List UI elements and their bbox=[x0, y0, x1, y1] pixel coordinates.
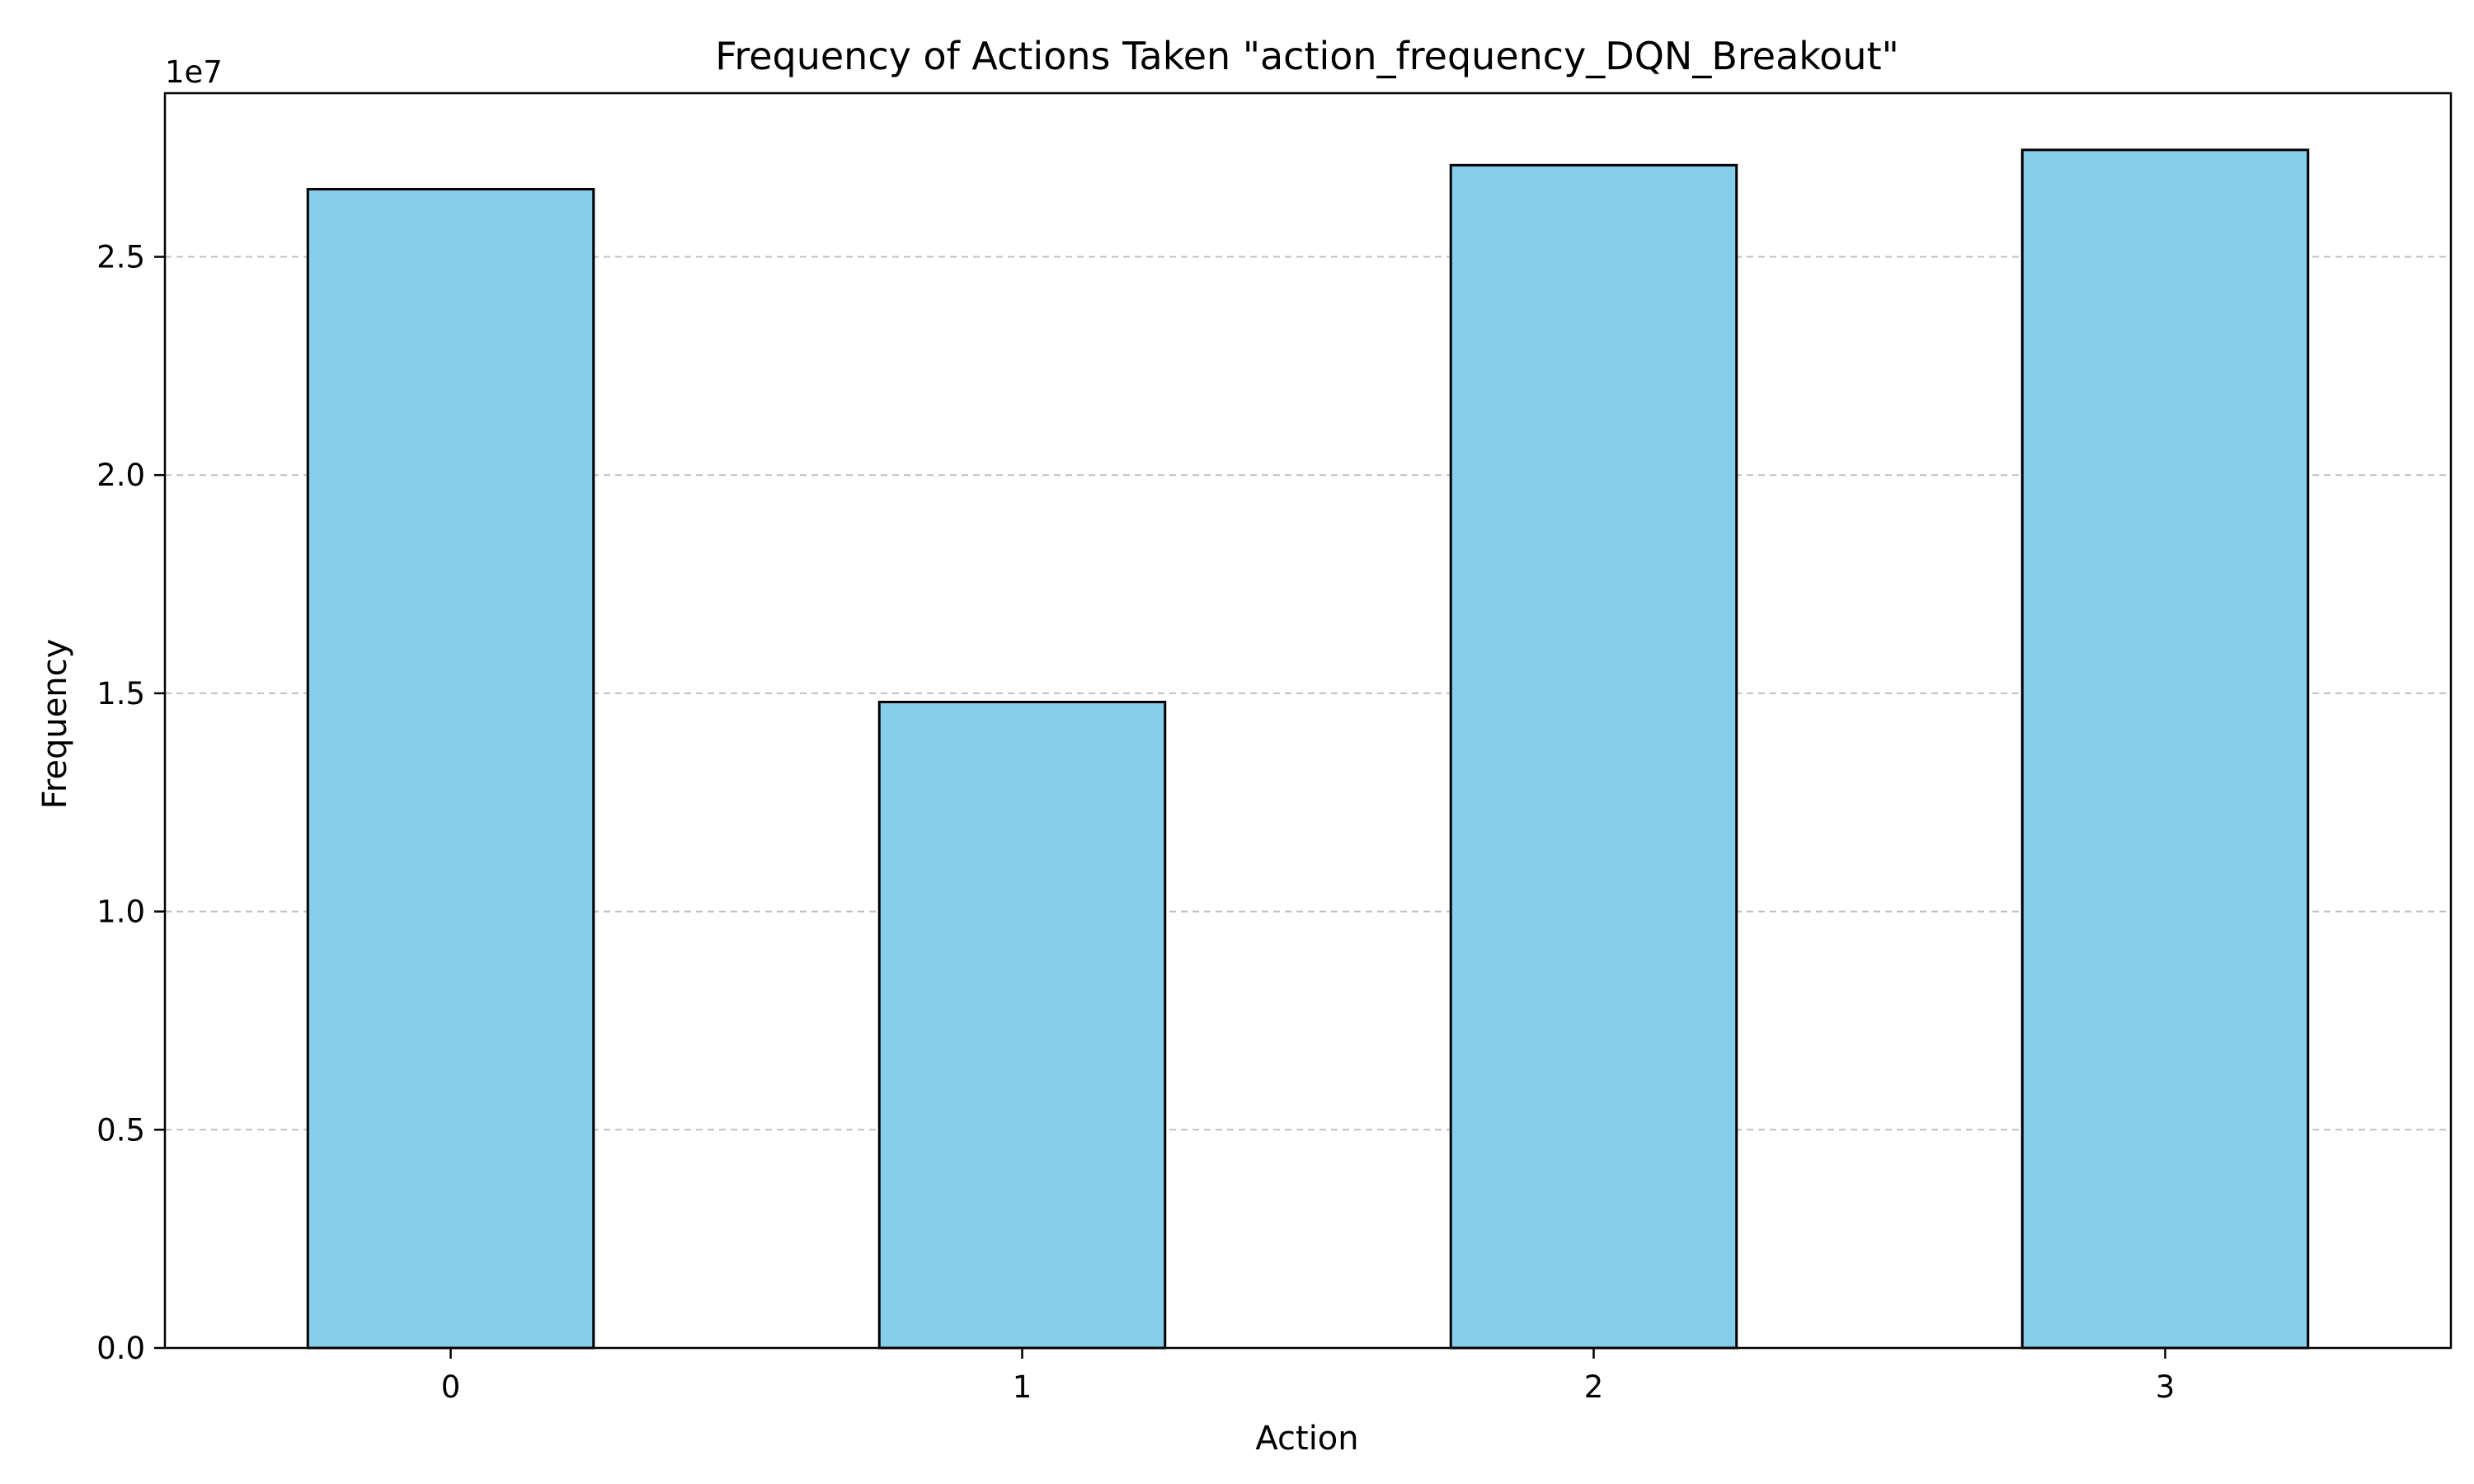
y-axis-offset-label: 1e7 bbox=[165, 54, 223, 90]
bars bbox=[306, 148, 2310, 1350]
plot-frame bbox=[163, 92, 2453, 1350]
bar-action-0 bbox=[306, 187, 595, 1350]
y-tick-label-1.0: 1.0 bbox=[96, 895, 145, 930]
x-tick-label-2: 2 bbox=[1584, 1369, 1604, 1405]
y-tick-label-2.5: 2.5 bbox=[96, 240, 145, 275]
y-tick-label-2.0: 2.0 bbox=[96, 458, 145, 493]
chart-title: Frequency of Actions Taken "action_frequ… bbox=[715, 34, 1899, 78]
axis-ticks: 0 1 2 3 0.0 0.5 1.0 1.5 2.0 2.5 bbox=[96, 240, 2175, 1405]
bar-action-1 bbox=[877, 701, 1167, 1350]
x-tick-label-1: 1 bbox=[1013, 1369, 1032, 1405]
y-tick-label-0.0: 0.0 bbox=[96, 1331, 145, 1366]
bar-action-2 bbox=[1449, 163, 1738, 1350]
y-axis-label: Frequency bbox=[36, 639, 74, 810]
x-tick-label-3: 3 bbox=[2156, 1369, 2175, 1405]
y-tick-label-0.5: 0.5 bbox=[96, 1112, 145, 1148]
x-axis-label: Action bbox=[1255, 1420, 1358, 1458]
x-tick-label-0: 0 bbox=[441, 1369, 461, 1405]
y-tick-label-1.5: 1.5 bbox=[96, 676, 145, 711]
bar-action-3 bbox=[2020, 148, 2310, 1350]
